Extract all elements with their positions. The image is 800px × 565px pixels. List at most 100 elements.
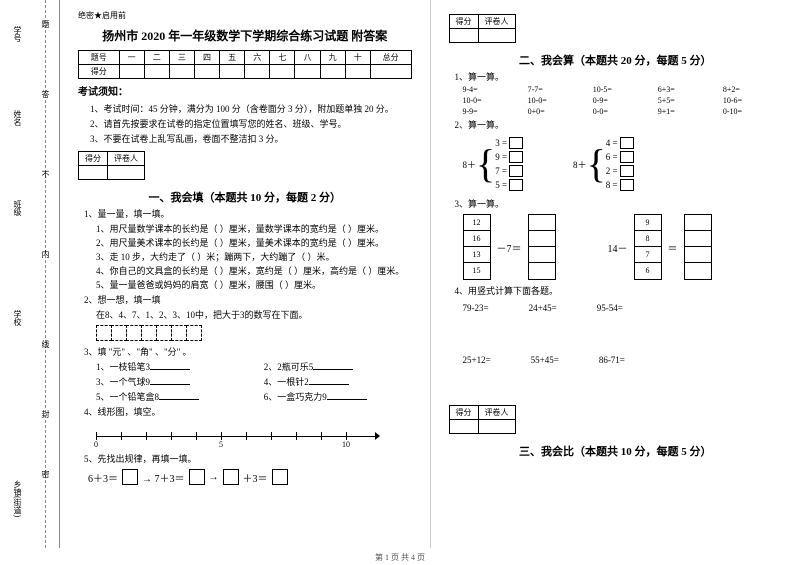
score-h-9: 九 bbox=[320, 51, 345, 65]
s2-q1-grid: 9-4= 7-7= 10-5= 6+3= 8+2= 10-0= 10-0= 0-… bbox=[463, 85, 783, 116]
s2-q3-row: 12 16 13 15 －7＝ 14－ 9 8 7 6 ＝ bbox=[463, 214, 783, 280]
q4b-1: 55+45= bbox=[531, 355, 559, 365]
score-table: 题号 一 二 三 四 五 六 七 八 九 十 总分 得分 bbox=[78, 50, 412, 79]
s1-q2: 2、想一想，填一填 bbox=[84, 293, 412, 306]
left-column: 绝密★启用前 扬州市 2020 年一年级数学下学期综合练习试题 附答案 题号 一… bbox=[60, 0, 431, 548]
binding-label-xuehao: 学号 bbox=[12, 26, 23, 42]
score-h-6: 六 bbox=[245, 51, 270, 65]
calc-13: 9+1= bbox=[658, 107, 717, 116]
q4b-0: 25+12= bbox=[463, 355, 491, 365]
s1-q5: 5、先找出规律，再填一填。 bbox=[84, 452, 412, 465]
calc-3: 6+3= bbox=[658, 85, 717, 94]
binding-label-xuexiao: 学校 bbox=[12, 310, 23, 326]
score-header-row: 题号 一 二 三 四 五 六 七 八 九 十 总分 bbox=[79, 51, 412, 65]
s1-q1: 1、量一量，填一填。 bbox=[84, 207, 412, 220]
scorebox2-a: 得分 bbox=[449, 15, 478, 29]
score-h-2: 二 bbox=[144, 51, 169, 65]
exam-title: 扬州市 2020 年一年级数学下学期综合练习试题 附答案 bbox=[78, 27, 412, 44]
scorebox3-a: 得分 bbox=[449, 406, 478, 420]
calc-10: 9-9= bbox=[463, 107, 522, 116]
s2-q2: 2、算一算。 bbox=[455, 118, 783, 131]
s1-q1-4: 4、你自己的文具盒的长约是（ ）厘米，宽约是（ ）厘米，高约是（ ）厘米。 bbox=[96, 264, 412, 277]
s2-q1: 1、算一算。 bbox=[455, 70, 783, 83]
binding-marker-1: 答 bbox=[40, 90, 51, 98]
s1-q3-6: 6、一盒巧克力9 bbox=[264, 390, 412, 403]
s1-q1-3: 3、走 10 步，大约走了（ ）米；蹦两下，大约蹦了（ ）米。 bbox=[96, 250, 412, 263]
calc-2: 10-5= bbox=[593, 85, 652, 94]
section2-title: 二、我会算（本题共 20 分，每题 5 分） bbox=[449, 52, 783, 68]
br-r3: 8 = bbox=[606, 180, 618, 190]
binding-marker-0: 题 bbox=[40, 20, 51, 28]
s1-q1-5: 5、量一量爸爸或妈妈的肩宽（ ）厘米，腰围（ ）厘米。 bbox=[96, 278, 412, 291]
calc-7: 0-9= bbox=[593, 96, 652, 105]
score-h-11: 总分 bbox=[370, 51, 411, 65]
s2-q4-row1: 79-23= 24+45= 95-54= bbox=[463, 303, 783, 313]
calc-14: 0-10= bbox=[723, 107, 782, 116]
s1-q1-2: 2、用尺量美术课本的长约是（ ）厘米，量美术课本的宽约是（ ）厘米。 bbox=[96, 236, 412, 249]
brace-left: 8＋ { 3 = 9 = 7 = 5 = bbox=[463, 137, 524, 191]
br-r1: 6 = bbox=[606, 152, 618, 162]
scorebox-a: 得分 bbox=[79, 152, 108, 166]
binding-label-xingming: 姓名 bbox=[12, 110, 23, 126]
calc-5: 10-0= bbox=[463, 96, 522, 105]
s1-q3-5: 5、一个铅笔盒8 bbox=[96, 390, 244, 403]
secret-label: 绝密★启用前 bbox=[78, 10, 412, 21]
s1-q3-3: 3、一个气球9 bbox=[96, 375, 244, 388]
q4a-0: 79-23= bbox=[463, 303, 489, 313]
s2-q4-row2: 25+12= 55+45= 86-71= bbox=[463, 355, 783, 365]
bl-r1: 9 = bbox=[495, 152, 507, 162]
section3-title: 三、我会比（本题共 10 分，每题 5 分） bbox=[449, 443, 783, 459]
vstack-right-in: 9 8 7 6 bbox=[634, 214, 662, 280]
scorebox3-b: 评卷人 bbox=[478, 406, 515, 420]
section-score-box-3: 得分评卷人 bbox=[449, 405, 516, 434]
bl-r0: 3 = bbox=[495, 138, 507, 148]
s1-q3-grid: 1、一枝铅笔3 2、2瓶可乐5 3、一个气球9 4、一根针2 5、一个铅笔盒8 … bbox=[96, 360, 412, 403]
binding-label-banji: 班级 bbox=[12, 200, 23, 216]
scorebox-b: 评卷人 bbox=[108, 152, 145, 166]
number-line: 0 5 10 bbox=[96, 426, 376, 446]
page-footer: 第 1 页 共 4 页 bbox=[0, 552, 800, 563]
exam-notice-2: 2、请首先按要求在试卷的指定位置填写您的姓名、班级、学号。 bbox=[90, 117, 412, 130]
score-value-row: 得分 bbox=[79, 65, 412, 79]
section1-title: 一、我会填（本题共 10 分，每题 2 分） bbox=[78, 189, 412, 205]
binding-label-xiangzhen: 乡镇(街道) bbox=[12, 480, 23, 517]
score-h-10: 十 bbox=[345, 51, 370, 65]
calc-8: 5+5= bbox=[658, 96, 717, 105]
calc-12: 0-0= bbox=[593, 107, 652, 116]
s1-q3-4: 4、一根针2 bbox=[264, 375, 412, 388]
exam-notice-title: 考试须知： bbox=[78, 83, 412, 98]
score-h-5: 五 bbox=[220, 51, 245, 65]
binding-marker-5: 封 bbox=[40, 410, 51, 418]
vstack-left-out bbox=[528, 214, 556, 280]
brace-right: 8＋ { 4 = 6 = 2 = 8 = bbox=[573, 137, 634, 191]
binding-marker-6: 密 bbox=[40, 470, 51, 478]
calc-4: 8+2= bbox=[723, 85, 782, 94]
s2-q3: 3、算一算。 bbox=[455, 197, 783, 210]
s1-q4: 4、线形图，填空。 bbox=[84, 405, 412, 418]
nl-tick-5: 5 bbox=[219, 440, 223, 449]
q3-right-eq: ＝ bbox=[668, 240, 678, 255]
calc-6: 10-0= bbox=[528, 96, 587, 105]
calc-0: 9-4= bbox=[463, 85, 522, 94]
right-column: 得分评卷人 二、我会算（本题共 20 分，每题 5 分） 1、算一算。 9-4=… bbox=[431, 0, 800, 548]
s1-q2-boxes bbox=[96, 325, 412, 341]
s1-q5-eq: 6＋3＝ → 7＋3＝ → ＋3＝ bbox=[88, 469, 412, 485]
nl-tick-0: 0 bbox=[94, 440, 98, 449]
vstack-right-out bbox=[684, 214, 712, 280]
calc-11: 0+0= bbox=[528, 107, 587, 116]
scorebox2-b: 评卷人 bbox=[478, 15, 515, 29]
s2-q4: 4、用竖式计算下面各题。 bbox=[455, 284, 783, 297]
brace-right-head: 8＋ bbox=[573, 158, 587, 171]
binding-dash-line bbox=[45, 0, 46, 548]
exam-notice-3: 3、不要在试卷上乱写乱画，卷面不整洁扣 3 分。 bbox=[90, 132, 412, 145]
score-h-3: 三 bbox=[169, 51, 194, 65]
nl-tick-10: 10 bbox=[342, 440, 350, 449]
section-score-box-2: 得分评卷人 bbox=[449, 14, 516, 43]
s1-q3-2: 2、2瓶可乐5 bbox=[264, 360, 412, 373]
score-h-7: 七 bbox=[270, 51, 295, 65]
section-score-box-1: 得分评卷人 bbox=[78, 151, 145, 180]
br-r0: 4 = bbox=[606, 138, 618, 148]
score-h-0: 题号 bbox=[79, 51, 120, 65]
s1-q3-1: 1、一枝铅笔3 bbox=[96, 360, 244, 373]
binding-marker-4: 线 bbox=[40, 340, 51, 348]
